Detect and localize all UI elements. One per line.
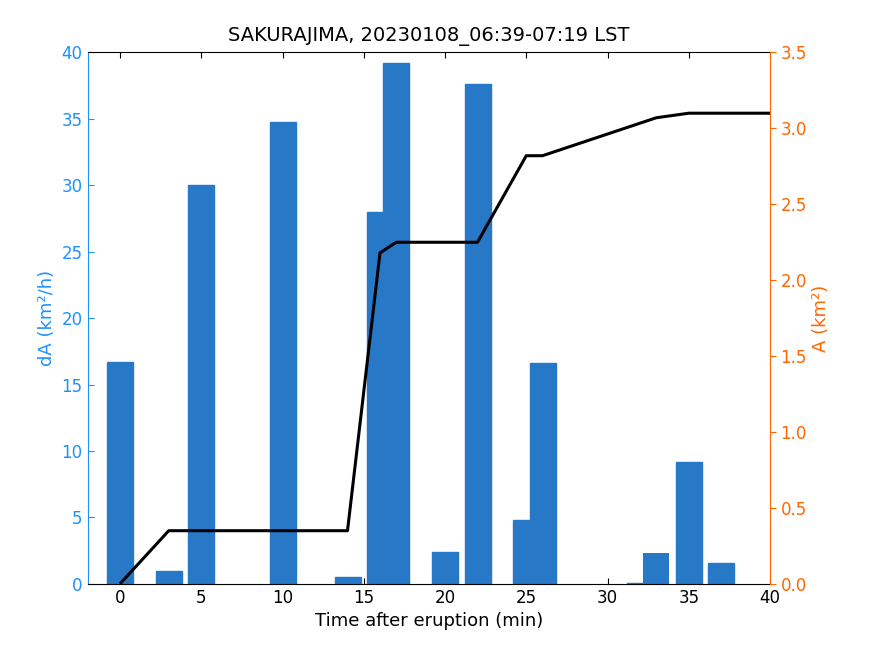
Bar <box>383 63 410 584</box>
Bar <box>107 362 133 584</box>
Bar <box>367 212 393 584</box>
Bar <box>529 363 556 584</box>
Y-axis label: dA (km²/h): dA (km²/h) <box>38 270 56 366</box>
Bar <box>156 571 182 584</box>
Y-axis label: A (km²): A (km²) <box>812 285 830 352</box>
Bar <box>708 563 734 584</box>
Title: SAKURAJIMA, 20230108_06:39-07:19 LST: SAKURAJIMA, 20230108_06:39-07:19 LST <box>228 28 629 47</box>
Bar <box>188 185 214 584</box>
Bar <box>676 462 702 584</box>
Bar <box>334 577 360 584</box>
Bar <box>514 520 539 584</box>
Bar <box>432 552 458 584</box>
Bar <box>643 553 669 584</box>
Bar <box>465 85 491 584</box>
Bar <box>270 121 296 584</box>
X-axis label: Time after eruption (min): Time after eruption (min) <box>315 612 542 630</box>
Bar <box>627 583 653 584</box>
